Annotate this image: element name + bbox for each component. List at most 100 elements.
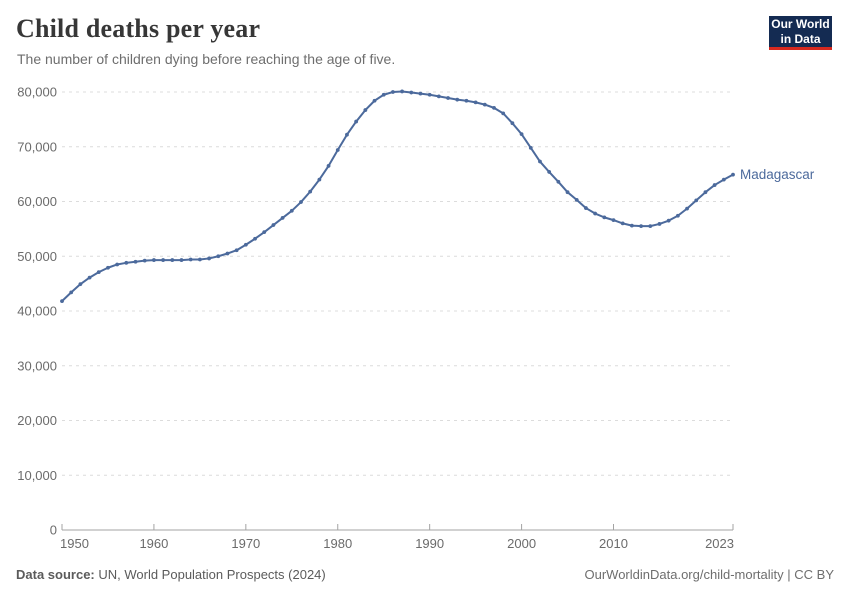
data-point [87, 275, 92, 280]
data-point [400, 89, 404, 94]
data-point [574, 197, 579, 202]
y-tick-label: 40,000 [17, 304, 57, 319]
data-point [299, 200, 303, 204]
owid-logo-line1: Our World [771, 17, 830, 32]
data-point [179, 258, 184, 262]
data-point [464, 98, 469, 103]
data-point [152, 258, 156, 262]
owid-logo[interactable]: Our World in Data [769, 16, 832, 50]
data-point [354, 119, 359, 124]
data-source-text: UN, World Population Prospects (2024) [94, 567, 326, 582]
data-point [262, 230, 267, 235]
x-tick-label: 2010 [599, 536, 628, 551]
data-point [657, 222, 662, 226]
data-point [253, 236, 257, 241]
data-point [372, 98, 377, 103]
data-point [381, 92, 386, 97]
data-point [620, 221, 625, 226]
data-point [197, 257, 202, 262]
data-point [106, 265, 110, 270]
data-point [280, 216, 285, 220]
x-tick-label: 2000 [507, 536, 536, 551]
data-point [69, 290, 74, 295]
data-point [225, 251, 230, 256]
data-point [446, 96, 450, 100]
data-point [418, 91, 423, 96]
data-point [731, 172, 735, 177]
data-point [602, 215, 607, 220]
data-source-note: Data source: UN, World Population Prospe… [16, 567, 326, 582]
chart-footer: Data source: UN, World Population Prospe… [16, 567, 834, 582]
data-point [216, 254, 221, 259]
owid-citation-link[interactable]: OurWorldinData.org/child-mortality | CC … [584, 567, 835, 582]
data-point [124, 260, 129, 265]
data-point [335, 148, 340, 152]
data-point [519, 132, 524, 137]
x-tick-label: 1960 [139, 536, 168, 551]
data-point [142, 258, 147, 263]
data-point [207, 256, 211, 261]
data-point [694, 198, 699, 203]
x-tick-label: 1950 [60, 536, 89, 551]
data-point [455, 97, 460, 102]
y-tick-label: 60,000 [17, 194, 57, 209]
data-point [271, 223, 276, 227]
owid-logo-line2: in Data [780, 31, 821, 46]
data-point [565, 190, 570, 195]
data-point [391, 90, 395, 94]
data-point [188, 257, 193, 262]
page-title: Child deaths per year [16, 14, 261, 43]
x-tick-label: 1980 [323, 536, 352, 551]
data-point [528, 145, 533, 150]
data-point [96, 270, 101, 275]
data-point [409, 90, 414, 95]
data-point [611, 218, 616, 223]
y-tick-label: 10,000 [17, 468, 57, 483]
y-tick-label: 80,000 [17, 85, 57, 100]
data-point [363, 108, 368, 112]
data-source-label: Data source: [16, 567, 95, 582]
data-point [593, 211, 598, 216]
x-tick-label: 2023 [705, 536, 734, 551]
y-tick-label: 50,000 [17, 249, 57, 264]
x-tick-label: 1970 [231, 536, 260, 551]
y-tick-label: 30,000 [17, 358, 57, 373]
data-point [721, 177, 726, 182]
data-point [675, 213, 680, 218]
data-point [648, 224, 653, 229]
y-tick-label: 0 [50, 523, 57, 538]
data-point [639, 224, 643, 229]
data-point [326, 164, 331, 168]
data-point [712, 183, 717, 187]
data-point [317, 177, 322, 182]
data-point [427, 92, 432, 97]
data-point [115, 262, 120, 267]
data-point [60, 299, 64, 304]
data-point [685, 206, 689, 211]
data-point [547, 170, 552, 174]
data-point [584, 206, 588, 210]
data-point [703, 190, 708, 195]
data-point [666, 218, 671, 223]
series-line-madagascar[interactable] [61, 90, 734, 303]
data-point [436, 94, 441, 99]
data-point [234, 248, 239, 253]
y-tick-label: 20,000 [17, 413, 57, 428]
chart-subtitle: The number of children dying before reac… [17, 51, 396, 67]
data-point [510, 121, 515, 126]
data-point [161, 258, 166, 262]
data-point [78, 282, 83, 287]
series-end-label[interactable]: Madagascar [740, 167, 815, 182]
data-point [345, 132, 349, 137]
data-point [538, 159, 542, 164]
y-tick-label: 70,000 [17, 139, 57, 154]
data-point [482, 102, 487, 107]
data-point [492, 105, 496, 110]
data-point [473, 100, 478, 105]
data-point [289, 208, 294, 213]
data-point [133, 259, 138, 264]
data-point [243, 242, 248, 247]
data-point [629, 223, 634, 228]
x-tick-label: 1990 [415, 536, 444, 551]
